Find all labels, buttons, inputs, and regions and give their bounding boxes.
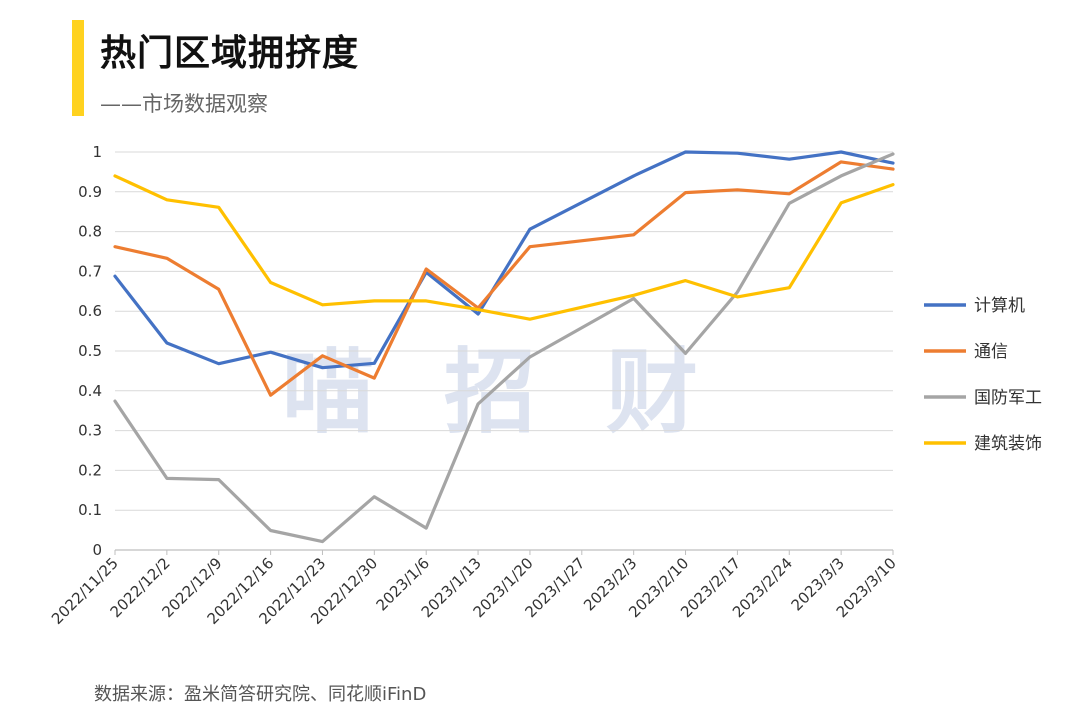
series-lines xyxy=(113,150,895,544)
legend-label: 国防军工 xyxy=(974,388,1042,408)
y-tick-label: 1 xyxy=(92,143,102,161)
x-tick-label: 2022/11/25 xyxy=(48,554,122,628)
grid-lines xyxy=(115,151,893,511)
title-accent-bar xyxy=(72,20,84,116)
page-subtitle: ——市场数据观察 xyxy=(100,92,268,116)
legend-label: 计算机 xyxy=(974,296,1025,316)
series-line-4 xyxy=(113,174,895,321)
series-line-3 xyxy=(113,152,895,544)
legend-label: 建筑装饰 xyxy=(974,434,1042,454)
page-title: 热门区域拥挤度 xyxy=(100,33,360,74)
y-tick-label: 0 xyxy=(92,541,102,559)
y-tick-label: 0.2 xyxy=(78,461,102,479)
y-tick-label: 0.3 xyxy=(78,422,102,440)
y-tick-label: 0.4 xyxy=(78,382,102,400)
y-tick-label: 0.7 xyxy=(78,262,102,280)
x-axis: 2022/11/252022/12/22022/12/92022/12/1620… xyxy=(48,549,900,628)
data-source-note: 数据来源：盈米简答研究院、同花顺iFinD xyxy=(94,684,427,705)
y-tick-label: 0.1 xyxy=(78,501,102,519)
series-line-1 xyxy=(113,150,895,370)
y-tick-label: 0.5 xyxy=(78,342,102,360)
y-tick-label: 0.8 xyxy=(78,223,102,241)
y-axis-ticks: 0 0.1 0.2 0.3 0.4 0.5 0.6 0.7 0.8 0.9 1 xyxy=(78,143,102,559)
y-tick-label: 0.6 xyxy=(78,302,102,320)
y-tick-label: 0.9 xyxy=(78,183,102,201)
legend-label: 通信 xyxy=(974,342,1008,362)
